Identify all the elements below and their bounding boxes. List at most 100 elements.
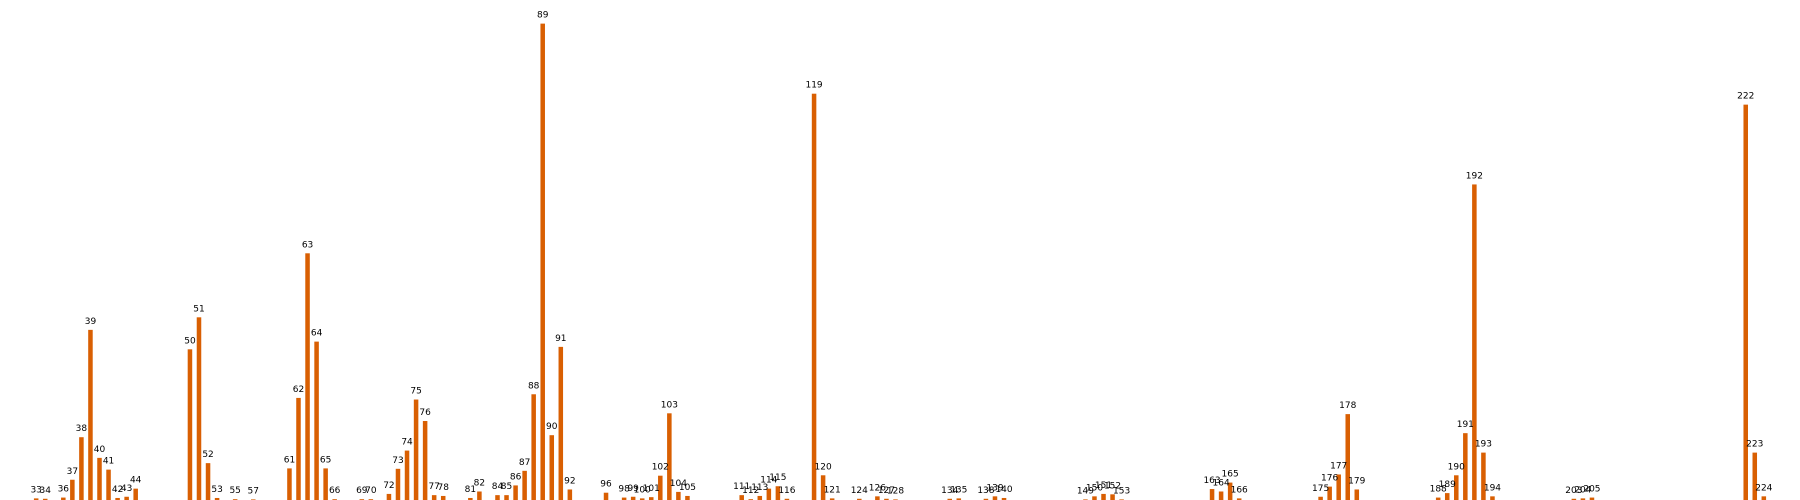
bar-101 — [648, 497, 654, 500]
bar-222 — [1743, 104, 1748, 500]
bar-134 — [947, 498, 953, 500]
bar-label-33: 33 — [30, 485, 41, 495]
bar-33 — [33, 498, 39, 500]
bar-label-179: 179 — [1348, 476, 1365, 486]
bar-label-116: 116 — [778, 486, 795, 496]
bar-label-62: 62 — [293, 385, 304, 395]
bar-label-38: 38 — [76, 424, 88, 434]
bar-99 — [630, 496, 636, 500]
bar-74 — [404, 450, 410, 500]
bar-189 — [1444, 493, 1450, 500]
bar-label-40: 40 — [94, 445, 106, 455]
bar-204 — [1580, 498, 1586, 500]
bar-42 — [115, 497, 120, 500]
bar-label-55: 55 — [229, 486, 240, 496]
bar-166 — [1236, 498, 1242, 500]
bar-label-57: 57 — [248, 486, 259, 496]
bar-135 — [956, 498, 962, 500]
bar-103 — [667, 413, 672, 500]
bar-224 — [1761, 496, 1767, 500]
bar-label-166: 166 — [1231, 485, 1248, 495]
bar-label-139: 139 — [986, 483, 1003, 493]
bar-label-113: 113 — [751, 483, 768, 493]
bar-label-82: 82 — [474, 478, 485, 488]
bar-label-115: 115 — [769, 473, 786, 483]
bar-label-192: 192 — [1466, 171, 1483, 181]
bar-73 — [395, 468, 401, 500]
bar-label-37: 37 — [67, 467, 78, 477]
bar-label-89: 89 — [537, 11, 549, 21]
bar-85 — [504, 495, 509, 500]
bar-label-75: 75 — [410, 387, 421, 397]
bar-label-224: 224 — [1755, 483, 1772, 493]
bar-50 — [187, 349, 193, 500]
bar-113 — [757, 495, 763, 500]
bar-label-111: 111 — [733, 482, 750, 492]
bar-label-77: 77 — [428, 482, 439, 492]
bar-164 — [1218, 491, 1224, 500]
bar-89 — [540, 23, 545, 500]
bar-label-163: 163 — [1203, 476, 1220, 486]
bar-127 — [884, 498, 889, 500]
bar-label-44: 44 — [130, 476, 142, 486]
bar-label-34: 34 — [40, 486, 52, 496]
bar-163 — [1209, 489, 1215, 500]
bar-96 — [603, 492, 609, 500]
bar-label-42: 42 — [112, 485, 123, 495]
bar-88 — [531, 394, 536, 500]
bar-label-135: 135 — [950, 485, 967, 495]
bar-64 — [314, 341, 319, 500]
bar-label-119: 119 — [805, 81, 822, 91]
bar-label-193: 193 — [1475, 440, 1492, 450]
bar-label-90: 90 — [546, 422, 558, 432]
bar-41 — [106, 469, 111, 500]
bar-72 — [386, 493, 392, 500]
bar-label-41: 41 — [103, 457, 114, 467]
bar-126 — [875, 496, 880, 500]
bar-label-188: 188 — [1430, 485, 1447, 495]
bar-77 — [431, 495, 437, 500]
bar-label-138: 138 — [977, 486, 994, 496]
bar-label-176: 176 — [1321, 474, 1338, 484]
bar-label-78: 78 — [437, 483, 449, 493]
bar-36 — [61, 497, 66, 500]
bar-203 — [1571, 498, 1577, 500]
bar-label-61: 61 — [284, 455, 295, 465]
bar-65 — [323, 468, 328, 500]
bar-152 — [1110, 494, 1115, 500]
bar-label-223: 223 — [1746, 440, 1763, 450]
bar-151 — [1101, 493, 1106, 500]
bar-38 — [79, 437, 84, 500]
bar-176 — [1327, 486, 1332, 500]
bar-205 — [1589, 497, 1595, 500]
bar-label-87: 87 — [519, 458, 530, 468]
bar-label-151: 151 — [1095, 481, 1112, 491]
bar-label-64: 64 — [311, 329, 323, 339]
bar-label-101: 101 — [643, 484, 660, 494]
bar-192 — [1472, 184, 1477, 500]
bar-82 — [477, 491, 482, 500]
bar-label-150: 150 — [1086, 483, 1103, 493]
bar-label-164: 164 — [1213, 478, 1230, 488]
bar-label-96: 96 — [600, 480, 612, 490]
bar-label-121: 121 — [824, 485, 841, 495]
bar-51 — [196, 317, 202, 500]
bar-label-127: 127 — [878, 486, 895, 496]
bar-label-149: 149 — [1077, 486, 1094, 496]
bar-111 — [739, 495, 744, 500]
bar-label-70: 70 — [365, 486, 377, 496]
bar-104 — [676, 491, 681, 500]
bar-label-153: 153 — [1113, 486, 1130, 496]
bar-92 — [567, 489, 573, 500]
bar-label-100: 100 — [634, 485, 651, 495]
bar-61 — [287, 468, 292, 500]
bar-label-84: 84 — [492, 482, 504, 492]
bar-114 — [766, 488, 772, 500]
bar-label-99: 99 — [627, 484, 639, 494]
bar-37 — [70, 479, 75, 500]
bar-194 — [1490, 496, 1495, 500]
bar-label-72: 72 — [383, 481, 394, 491]
bar-label-63: 63 — [302, 240, 313, 250]
bar-124 — [857, 498, 862, 500]
bar-44 — [133, 488, 138, 500]
